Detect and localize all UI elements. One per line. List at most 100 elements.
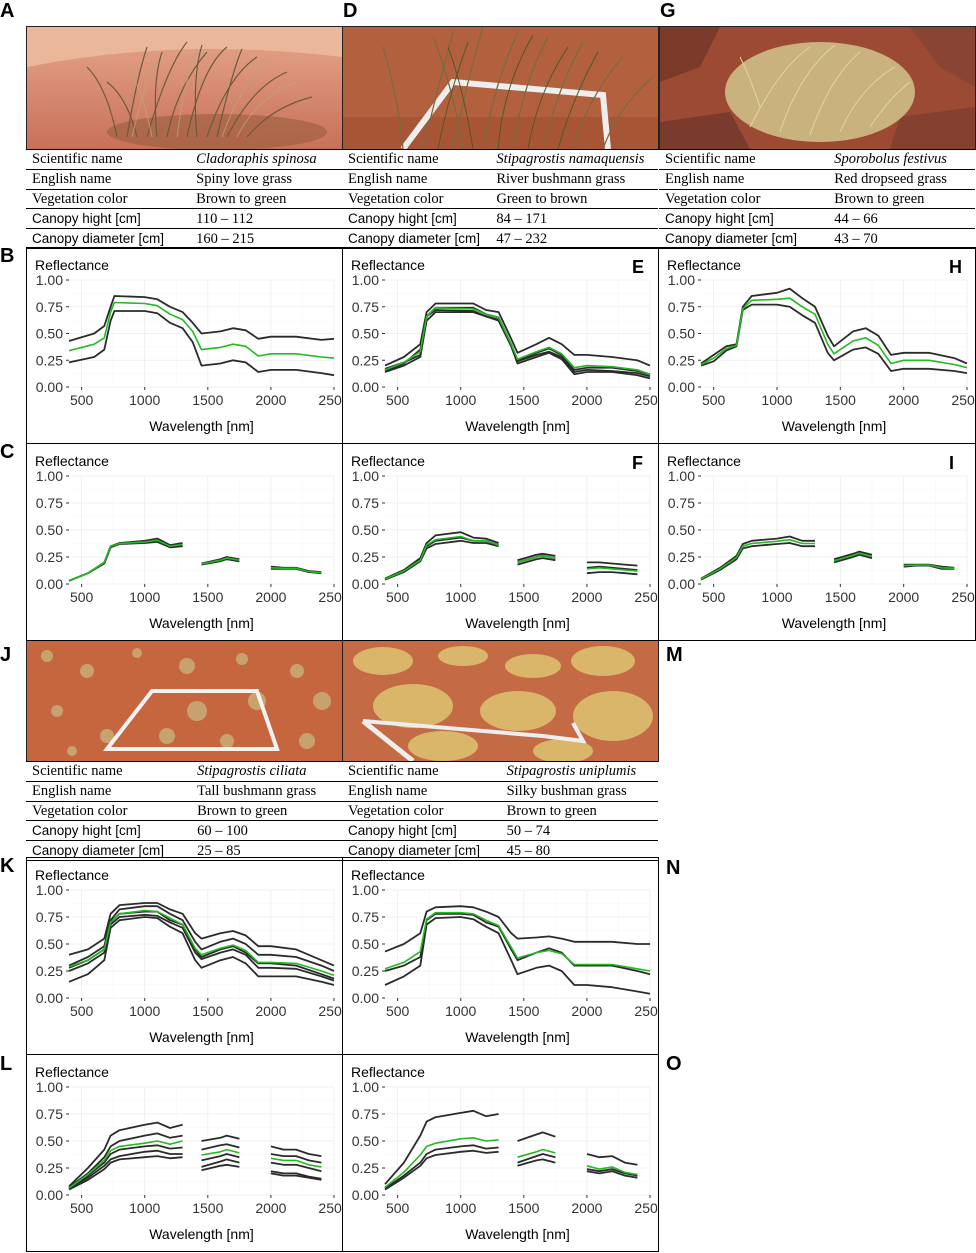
x-tick-label: 1500 bbox=[508, 589, 539, 605]
mean-spectrum-line bbox=[68, 539, 322, 582]
chart-e-canopy-reflectance: Reflectance E 0.00 0.25 0.50 0.75 1.00 500 1000 1… bbox=[342, 247, 659, 444]
english-name: Silky bushman grass bbox=[502, 780, 658, 802]
sample-spectrum-line bbox=[68, 1132, 322, 1189]
x-axis-label: Wavelength [nm] bbox=[149, 418, 254, 434]
row-label: Canopy hight [cm] bbox=[26, 820, 194, 842]
table-row: Canopy hight [cm] 44 – 66 bbox=[659, 208, 975, 230]
x-tick-label: 1000 bbox=[761, 392, 792, 408]
x-tick-label: 2500 bbox=[318, 1003, 342, 1019]
sample-spectrum-line bbox=[384, 536, 638, 581]
y-tick-label: 0.00 bbox=[668, 379, 695, 395]
mean-spectrum-line bbox=[68, 1140, 322, 1189]
x-tick-label: 2500 bbox=[318, 589, 342, 605]
y-tick-label: 0.25 bbox=[352, 1160, 379, 1176]
sample-spectrum-line bbox=[384, 539, 638, 581]
x-tick-label: 500 bbox=[70, 1003, 94, 1019]
y-tick-label: 0.00 bbox=[352, 1187, 379, 1203]
x-tick-label: 1500 bbox=[508, 1003, 539, 1019]
table-row: Canopy hight [cm] 60 – 100 bbox=[26, 820, 342, 842]
y-tick-label: 0.50 bbox=[36, 936, 63, 952]
chart-b-canopy-reflectance: Reflectance 0.00 0.25 0.50 0.75 1.00 500 1000 15… bbox=[26, 247, 343, 444]
mean-spectrum-line bbox=[68, 301, 335, 359]
panel-letter-c: C bbox=[0, 441, 15, 463]
x-axis-label: Wavelength [nm] bbox=[149, 615, 254, 631]
sample-spectrum-line bbox=[384, 916, 651, 995]
vegetation-color: Brown to green bbox=[193, 800, 342, 822]
y-tick-label: 0.75 bbox=[352, 299, 379, 315]
info-table-cladoraphis: Scientific name Cladoraphis spinosa Engli… bbox=[26, 149, 342, 249]
y-tick-label: 0.25 bbox=[36, 352, 63, 368]
panel-letter-a: A bbox=[0, 0, 15, 22]
table-row: Canopy hight [cm] 84 – 171 bbox=[342, 208, 658, 230]
x-tick-label: 2500 bbox=[634, 589, 658, 605]
sample-spectrum-line bbox=[68, 1144, 322, 1190]
chart-svg: Reflectance H 0.00 0.25 0.50 0.75 1.00 500 1000 1… bbox=[667, 257, 975, 434]
y-tick-label: 0.25 bbox=[36, 963, 63, 979]
canopy-hight: 110 – 112 bbox=[192, 208, 342, 230]
x-tick-label: 1500 bbox=[508, 392, 539, 408]
sample-spectrum-line bbox=[68, 310, 335, 377]
y-tick-label: 0.75 bbox=[352, 495, 379, 511]
x-tick-label: 1500 bbox=[825, 589, 856, 605]
row-label: Vegetation color bbox=[342, 800, 503, 822]
y-tick-label: 1.00 bbox=[352, 1079, 379, 1095]
y-tick-label: 0.50 bbox=[36, 326, 63, 342]
x-tick-label: 2000 bbox=[571, 1200, 602, 1216]
y-tick-label: 0.00 bbox=[36, 1187, 63, 1203]
mean-spectrum-line bbox=[700, 297, 968, 369]
scientific-name: Stipagrostis ciliata bbox=[193, 761, 342, 782]
y-tick-label: 0.50 bbox=[36, 522, 63, 538]
row-label: Scientific name bbox=[26, 761, 194, 782]
english-name: Red dropseed grass bbox=[830, 168, 975, 190]
y-axis-label: Reflectance bbox=[35, 867, 109, 883]
row-label: Canopy diameter [cm] bbox=[26, 840, 194, 861]
x-tick-label: 500 bbox=[70, 1200, 94, 1216]
canopy-diameter: 47 – 232 bbox=[492, 228, 658, 249]
chart-n-canopy-reflectance: Reflectance 0.00 0.25 0.50 0.75 1.00 500 1000 15… bbox=[342, 857, 659, 1055]
y-tick-label: 0.25 bbox=[668, 352, 695, 368]
y-tick-label: 0.00 bbox=[36, 990, 63, 1006]
mean-spectrum-line bbox=[384, 911, 651, 972]
english-name: Spiny love grass bbox=[192, 168, 342, 190]
y-tick-label: 0.25 bbox=[668, 549, 695, 565]
chart-svg: Reflectance 0.00 0.25 0.50 0.75 1.00 500 1000 15… bbox=[35, 867, 342, 1045]
row-label: Vegetation color bbox=[26, 800, 194, 822]
chart-svg: Reflectance 0.00 0.25 0.50 0.75 1.00 500 1000 15… bbox=[351, 1064, 658, 1242]
table-row: Canopy diameter [cm] 160 – 215 bbox=[26, 228, 342, 249]
y-tick-label: 1.00 bbox=[36, 468, 63, 484]
x-tick-label: 2500 bbox=[951, 392, 975, 408]
x-tick-label: 2500 bbox=[634, 1003, 658, 1019]
canopy-hight: 50 – 74 bbox=[502, 820, 658, 842]
photo-stipagrostis-namaquensis bbox=[342, 26, 659, 150]
x-axis-label: Wavelength [nm] bbox=[782, 418, 887, 434]
row-label: Scientific name bbox=[342, 149, 493, 170]
chart-k-canopy-reflectance: Reflectance 0.00 0.25 0.50 0.75 1.00 500 1000 15… bbox=[26, 857, 343, 1055]
table-row: English name Silky bushman grass bbox=[342, 780, 658, 802]
table-row: Vegetation color Brown to green bbox=[659, 188, 975, 210]
x-tick-label: 500 bbox=[70, 392, 94, 408]
x-tick-label: 1000 bbox=[445, 1200, 476, 1216]
x-tick-label: 1000 bbox=[445, 1003, 476, 1019]
vegetation-color: Brown to green bbox=[502, 800, 658, 822]
english-name: Tall bushmann grass bbox=[193, 780, 342, 802]
x-tick-label: 2000 bbox=[571, 589, 602, 605]
x-tick-label: 2000 bbox=[571, 392, 602, 408]
y-tick-label: 0.00 bbox=[36, 576, 63, 592]
x-tick-label: 1500 bbox=[192, 1200, 223, 1216]
x-tick-label: 2000 bbox=[255, 1200, 286, 1216]
table-row: Canopy diameter [cm] 47 – 232 bbox=[342, 228, 658, 249]
y-tick-label: 0.00 bbox=[352, 576, 379, 592]
y-tick-label: 0.75 bbox=[352, 909, 379, 925]
y-axis-label: Reflectance bbox=[667, 453, 741, 469]
row-label: Canopy diameter [cm] bbox=[342, 840, 503, 861]
x-tick-label: 500 bbox=[386, 392, 410, 408]
sample-spectrum-line bbox=[68, 541, 322, 582]
panel-label: F bbox=[632, 453, 643, 473]
table-row: Scientific name Stipagrostis ciliata bbox=[26, 761, 342, 782]
y-tick-label: 0.50 bbox=[668, 326, 695, 342]
row-label: Canopy diameter [cm] bbox=[26, 228, 193, 249]
y-tick-label: 0.50 bbox=[668, 522, 695, 538]
mean-spectrum-line bbox=[68, 909, 335, 977]
x-tick-label: 2000 bbox=[255, 1003, 286, 1019]
y-tick-label: 0.75 bbox=[36, 495, 63, 511]
